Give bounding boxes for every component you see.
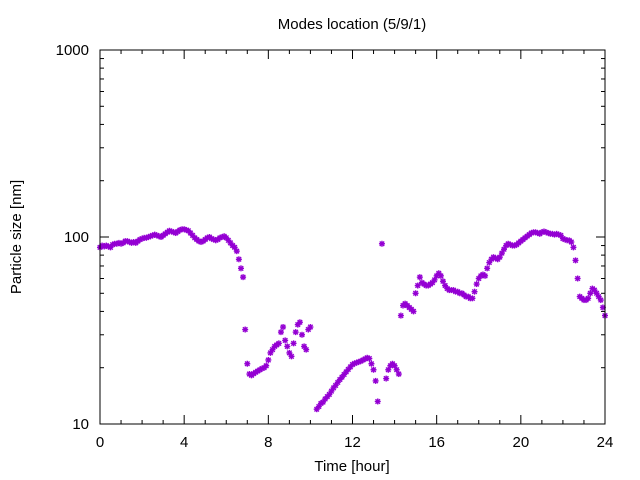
- axis-ticks: 0 4 8 12 16 20 24 10 100 1000: [56, 42, 614, 451]
- data-point: [484, 265, 491, 272]
- data-point: [290, 340, 297, 347]
- data-point: [557, 232, 564, 239]
- x-axis-label: Time [hour]: [314, 458, 389, 475]
- data-point: [244, 360, 251, 367]
- data-point: [288, 353, 295, 360]
- data-point: [372, 377, 379, 384]
- data-point: [282, 337, 289, 344]
- data-point: [277, 329, 284, 336]
- y-axis-label: Particle size [nm]: [8, 180, 25, 294]
- data-point: [263, 362, 270, 369]
- data-point: [473, 281, 480, 288]
- x-tick-label: 0: [96, 434, 104, 451]
- y-tick-label: 100: [64, 229, 89, 246]
- data-point: [366, 355, 373, 362]
- data-point: [416, 274, 423, 281]
- data-point: [275, 340, 282, 347]
- data-point: [303, 346, 310, 353]
- data-point: [410, 308, 417, 315]
- data-point: [482, 272, 489, 279]
- data-point: [299, 331, 305, 338]
- data-point: [237, 265, 244, 272]
- data-point: [370, 366, 377, 373]
- x-tick-label: 16: [428, 434, 445, 451]
- x-tick-label: 24: [597, 434, 614, 451]
- data-point: [280, 324, 287, 331]
- x-tick-label: 4: [180, 434, 188, 451]
- data-point: [397, 312, 404, 319]
- plot-frame: [99, 49, 606, 425]
- data-point: [284, 343, 291, 350]
- data-point: [412, 290, 419, 297]
- data-points: [97, 226, 608, 413]
- data-point: [572, 257, 579, 264]
- chart-title: Modes location (5/9/1): [278, 16, 426, 33]
- data-point: [437, 272, 444, 279]
- data-point: [568, 239, 575, 246]
- data-point: [383, 375, 390, 382]
- y-tick-label: 10: [72, 416, 89, 433]
- y-tick-label: 1000: [56, 42, 89, 59]
- data-point: [591, 287, 598, 294]
- data-point: [471, 288, 478, 295]
- data-point: [233, 248, 240, 255]
- data-point: [378, 240, 385, 247]
- data-point: [574, 275, 581, 282]
- data-point: [235, 256, 242, 263]
- data-point: [374, 398, 381, 405]
- data-point: [414, 282, 421, 289]
- data-point: [292, 329, 299, 336]
- data-point: [242, 326, 249, 333]
- x-tick-label: 20: [512, 434, 529, 451]
- data-point: [570, 244, 577, 251]
- data-point: [240, 274, 247, 281]
- x-tick-label: 12: [344, 434, 361, 451]
- data-point: [587, 290, 594, 297]
- data-point: [307, 324, 314, 331]
- data-point: [585, 295, 592, 302]
- data-point: [597, 297, 604, 304]
- data-point: [395, 371, 402, 378]
- x-tick-label: 8: [264, 434, 272, 451]
- data-point: [296, 319, 303, 326]
- data-point: [265, 356, 272, 363]
- data-point: [469, 295, 476, 302]
- data-point: [368, 360, 375, 367]
